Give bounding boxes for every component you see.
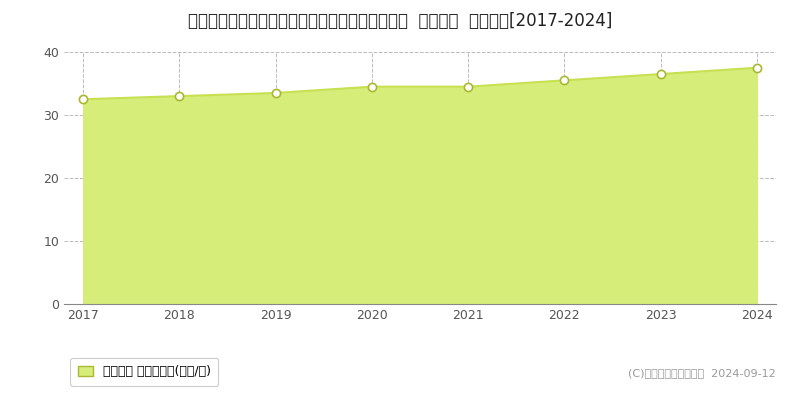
Point xyxy=(462,84,474,90)
Point xyxy=(77,96,90,102)
Point xyxy=(366,84,378,90)
Point xyxy=(173,93,186,99)
Point xyxy=(558,77,570,84)
Point xyxy=(270,90,282,96)
Point xyxy=(750,64,763,71)
Legend: 地価公示 平均坪単価(万円/坪): 地価公示 平均坪単価(万円/坪) xyxy=(70,358,218,386)
Text: 新潟県新潟市中央区弁天橋通３丁目８５６番１外  地価公示  地価推移[2017-2024]: 新潟県新潟市中央区弁天橋通３丁目８５６番１外 地価公示 地価推移[2017-20… xyxy=(188,12,612,30)
Point xyxy=(654,71,667,77)
Text: (C)土地価格ドットコム  2024-09-12: (C)土地価格ドットコム 2024-09-12 xyxy=(628,368,776,378)
